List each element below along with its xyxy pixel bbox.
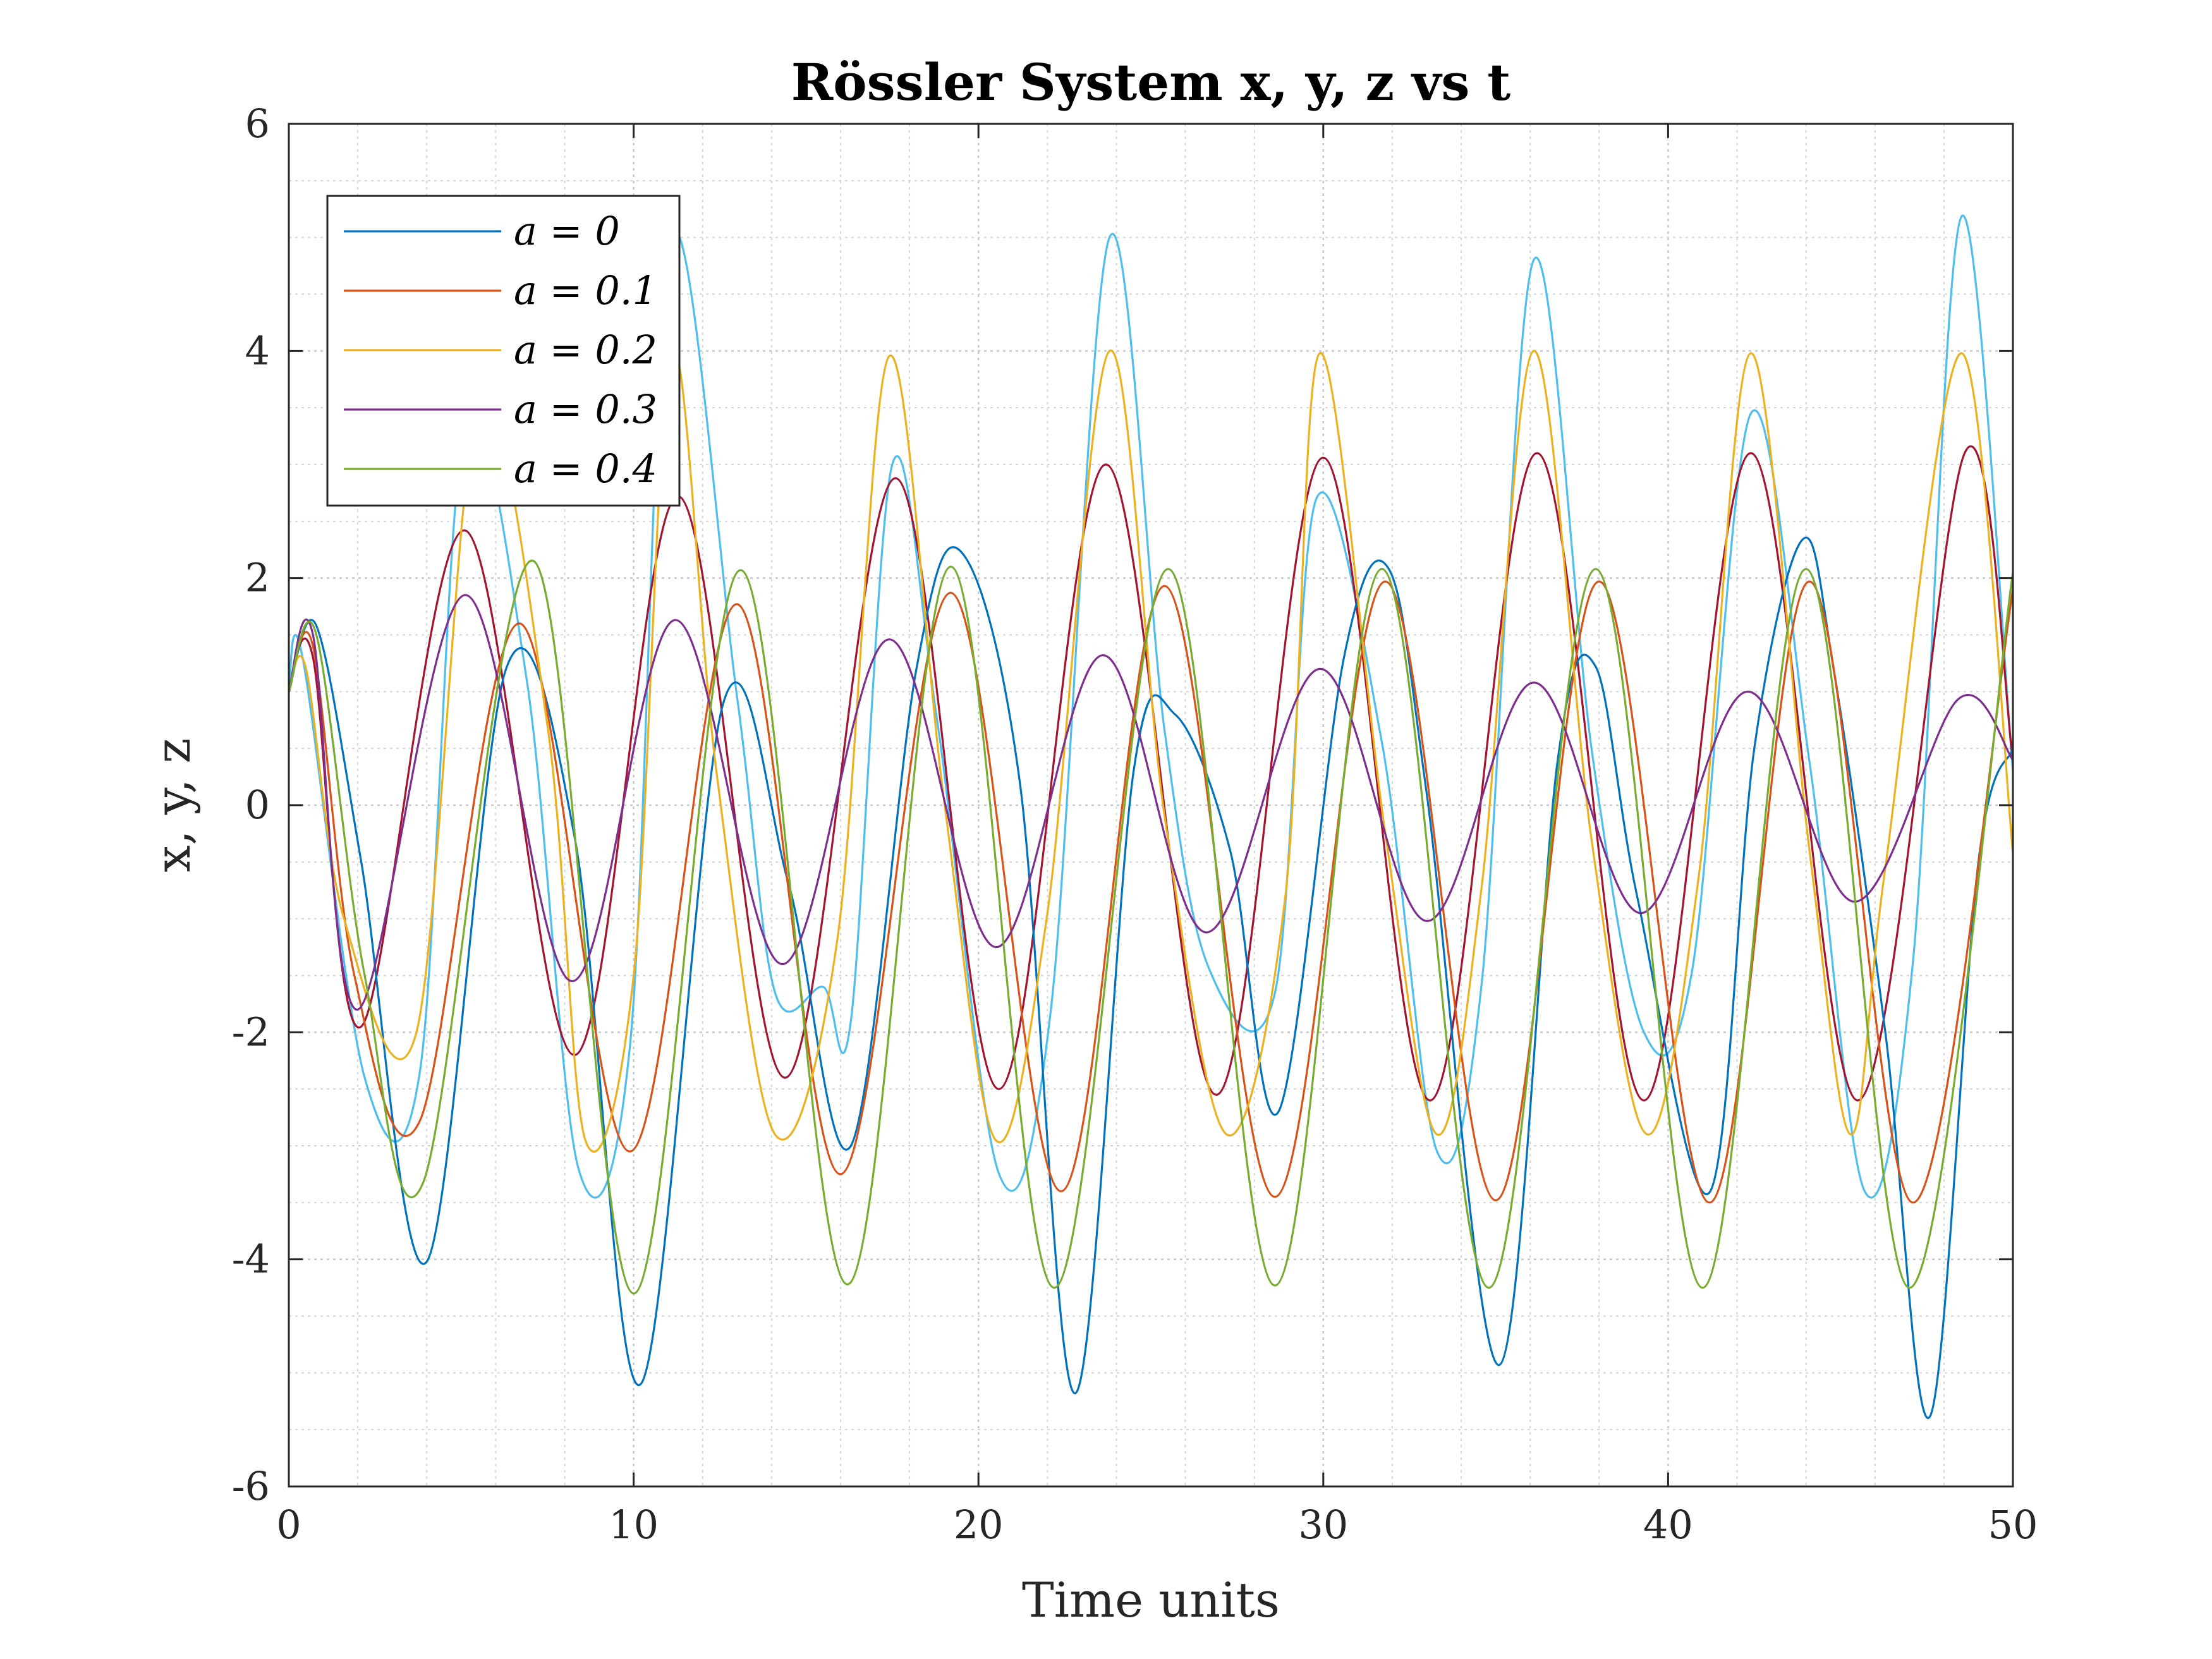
legend: a = 0 a = 0.1 a = 0.2 a = 0.3 a = 0.4: [326, 195, 681, 507]
series-layer: [289, 214, 2013, 1419]
ticks: 0 10 20 30 40 50 -6 -4 -2 0 2 4 6: [232, 100, 2038, 1548]
series-line-unlabeled: [289, 214, 2013, 1199]
legend-label: a = 0.2: [514, 327, 657, 373]
x-tick-label: 0: [276, 1502, 301, 1548]
series-line: [289, 593, 2013, 1011]
x-tick-label: 20: [954, 1502, 1004, 1548]
x-tick-label: 50: [1988, 1502, 2038, 1548]
x-tick-label: 30: [1298, 1502, 1348, 1548]
y-tick-label: -6: [232, 1463, 270, 1509]
chart-title: Rössler System x, y, z vs t: [791, 52, 1510, 112]
x-tick-label: 10: [609, 1502, 659, 1548]
x-axis-title: Time units: [1022, 1572, 1280, 1628]
y-tick-label: 4: [245, 327, 270, 374]
series-line: [289, 348, 2013, 1153]
x-tick-label: 40: [1643, 1502, 1693, 1548]
y-tick-label: 6: [245, 100, 270, 147]
y-tick-label: -2: [232, 1009, 270, 1055]
legend-label: a = 0.4: [514, 446, 657, 492]
y-tick-label: -4: [232, 1236, 270, 1282]
y-tick-label: 2: [245, 555, 270, 601]
series-line: [289, 559, 2013, 1295]
legend-label: a = 0: [514, 208, 620, 254]
legend-label: a = 0.3: [514, 386, 657, 432]
y-tick-label: 0: [245, 782, 270, 828]
series-line: [289, 580, 2013, 1204]
legend-label: a = 0.1: [514, 267, 657, 313]
y-axis-title: x, y, z: [145, 738, 201, 872]
